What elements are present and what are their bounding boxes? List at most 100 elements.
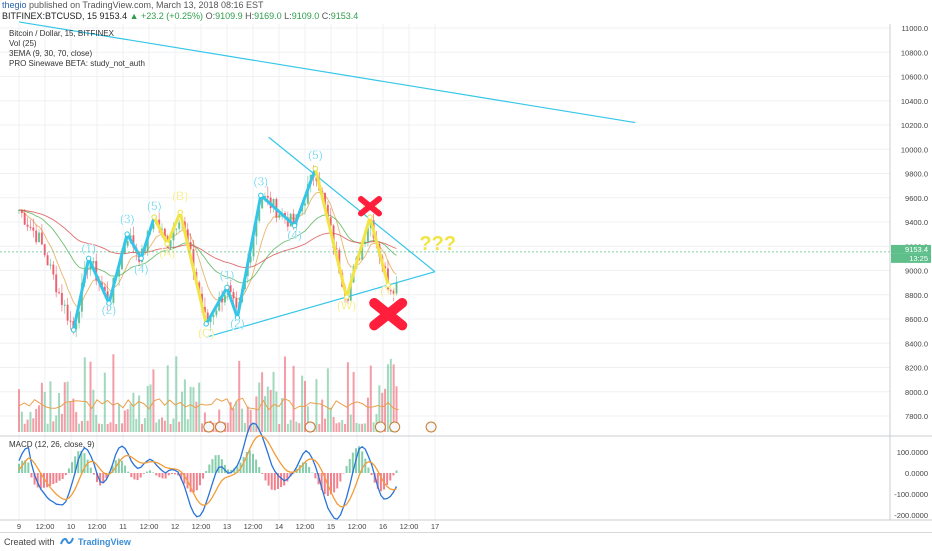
macd-histogram-bar bbox=[67, 468, 70, 473]
macd-signal-line bbox=[18, 435, 397, 508]
wave-pivot-point[interactable] bbox=[164, 241, 170, 247]
wave-pivot-point[interactable] bbox=[291, 222, 298, 229]
candle-body bbox=[95, 260, 98, 281]
candle-body bbox=[75, 323, 78, 330]
wave-pivot-point[interactable] bbox=[203, 321, 209, 327]
macd-histogram-bar bbox=[18, 463, 20, 473]
macd-histogram-bar bbox=[89, 467, 92, 473]
trendline-upper[interactable] bbox=[268, 136, 436, 273]
wave-pivot-point[interactable] bbox=[312, 165, 319, 172]
wave-pivot-point[interactable] bbox=[85, 255, 92, 262]
wave-pivot-point[interactable] bbox=[151, 214, 157, 220]
macd-histogram-bar bbox=[96, 473, 98, 482]
candle-body bbox=[349, 282, 352, 301]
high-label: H: bbox=[245, 11, 255, 21]
volume-bar bbox=[321, 399, 324, 432]
candle-body bbox=[63, 304, 66, 306]
event-flag-icon[interactable] bbox=[304, 421, 316, 433]
trendline-lower[interactable] bbox=[206, 271, 436, 338]
volume-bar bbox=[146, 385, 149, 432]
price-tick-label: 8400.0 bbox=[905, 339, 928, 348]
candle-body bbox=[278, 214, 281, 218]
macd-histogram-bar bbox=[195, 473, 198, 491]
volume-bar bbox=[20, 411, 23, 432]
volume-bar bbox=[43, 391, 46, 432]
wave-label: (5) bbox=[308, 148, 323, 162]
macd-histogram-bar bbox=[308, 467, 311, 473]
wave-pivot-point[interactable] bbox=[124, 231, 130, 237]
volume-bar bbox=[89, 361, 92, 432]
macd-indicator-label[interactable]: MACD (12, 26, close, 9) bbox=[9, 440, 95, 449]
elliott-wave-cyan[interactable] bbox=[72, 216, 156, 331]
ema-indicator-label[interactable]: 3EMA (9, 30, 70, close) bbox=[9, 49, 93, 58]
red-cross-mark[interactable] bbox=[358, 196, 382, 217]
macd-histogram-bar bbox=[255, 459, 258, 473]
volume-bar bbox=[178, 421, 181, 432]
candle-body bbox=[292, 213, 295, 226]
time-tick-label: 10 bbox=[67, 522, 75, 531]
candle-body bbox=[255, 220, 258, 237]
volume-bar bbox=[69, 402, 72, 432]
candle-body bbox=[189, 242, 192, 250]
time-tick-label: 14 bbox=[275, 522, 283, 531]
macd-histogram-bar bbox=[183, 473, 186, 484]
volume-bar bbox=[86, 420, 89, 432]
tradingview-brand[interactable]: TradingView bbox=[78, 537, 131, 547]
macd-histogram-bar bbox=[33, 473, 36, 485]
price-chart[interactable]: (1) (2) (3) (4) (5) (A) (B) (C) (1) (2) (3) (4) (5) (… bbox=[0, 0, 932, 532]
event-flag-icon[interactable] bbox=[389, 421, 401, 433]
price-tick-label: 8800.0 bbox=[905, 291, 928, 300]
macd-histogram-bar bbox=[311, 472, 314, 474]
macd-histogram-bar bbox=[39, 473, 42, 489]
wave-pivot-point[interactable] bbox=[177, 209, 183, 216]
macd-histogram-bar bbox=[292, 473, 295, 474]
macd-histogram-bar bbox=[124, 465, 127, 473]
author-link[interactable]: thegio bbox=[2, 0, 27, 10]
symbol-header: BITFINEX:BTCUSD, 15 9153.4 ▲ +23.2 (+0.2… bbox=[2, 11, 358, 21]
wave-pivot-point[interactable] bbox=[258, 192, 264, 199]
event-flag-icon[interactable] bbox=[215, 421, 226, 433]
candle-body bbox=[178, 222, 181, 229]
wave-pivot-point[interactable] bbox=[138, 255, 144, 262]
volume-bar bbox=[286, 423, 289, 432]
wave-pivot-point[interactable] bbox=[70, 327, 77, 333]
volume-bar bbox=[155, 422, 158, 432]
elliott-wave-yellow[interactable] bbox=[313, 168, 390, 299]
event-flag-icon[interactable] bbox=[203, 421, 215, 433]
macd-histogram-bar bbox=[155, 473, 158, 476]
wave-pivot-point[interactable] bbox=[385, 282, 391, 288]
macd-histogram-bar bbox=[139, 473, 142, 478]
macd-histogram-bar bbox=[386, 473, 389, 485]
wave-pivot-point[interactable] bbox=[234, 315, 241, 321]
volume-bar bbox=[241, 408, 244, 432]
elliott-wave-cyan[interactable] bbox=[204, 168, 317, 325]
volume-bar bbox=[252, 423, 255, 432]
trendline-long-down[interactable] bbox=[18, 21, 636, 124]
wave-pivot-point[interactable] bbox=[367, 214, 373, 220]
event-flag-icon[interactable] bbox=[374, 421, 386, 433]
volume-bar bbox=[26, 419, 29, 432]
sinewave-indicator-label[interactable]: PRO Sinewave BETA: study_not_auth bbox=[9, 59, 145, 68]
candle-body bbox=[123, 245, 126, 254]
candle-body bbox=[132, 235, 135, 248]
macd-histogram-bar bbox=[305, 462, 308, 473]
last-price: 9153.4 bbox=[99, 11, 128, 21]
elliott-wave-yellow[interactable] bbox=[152, 210, 208, 325]
volume-bar bbox=[78, 423, 81, 432]
macd-histogram-bar bbox=[55, 473, 58, 483]
event-flag-icon[interactable] bbox=[425, 421, 437, 433]
price-tick-label: 8200.0 bbox=[905, 364, 928, 373]
wave-pivot-point[interactable] bbox=[343, 294, 350, 300]
volume-bar bbox=[255, 396, 258, 432]
volume-indicator-label[interactable]: Vol (25) bbox=[9, 39, 37, 48]
price-axis[interactable] bbox=[890, 24, 932, 532]
wave-pivot-point[interactable] bbox=[224, 284, 230, 291]
volume-bar bbox=[201, 423, 204, 432]
wave-pivot-point[interactable] bbox=[106, 300, 112, 306]
macd-histogram-bar bbox=[120, 460, 123, 473]
candle-body bbox=[209, 317, 212, 322]
red-cross-mark[interactable] bbox=[369, 297, 408, 331]
candle-body bbox=[103, 286, 106, 292]
macd-histogram-bar bbox=[283, 473, 286, 486]
wave-label: (A) bbox=[159, 246, 175, 260]
